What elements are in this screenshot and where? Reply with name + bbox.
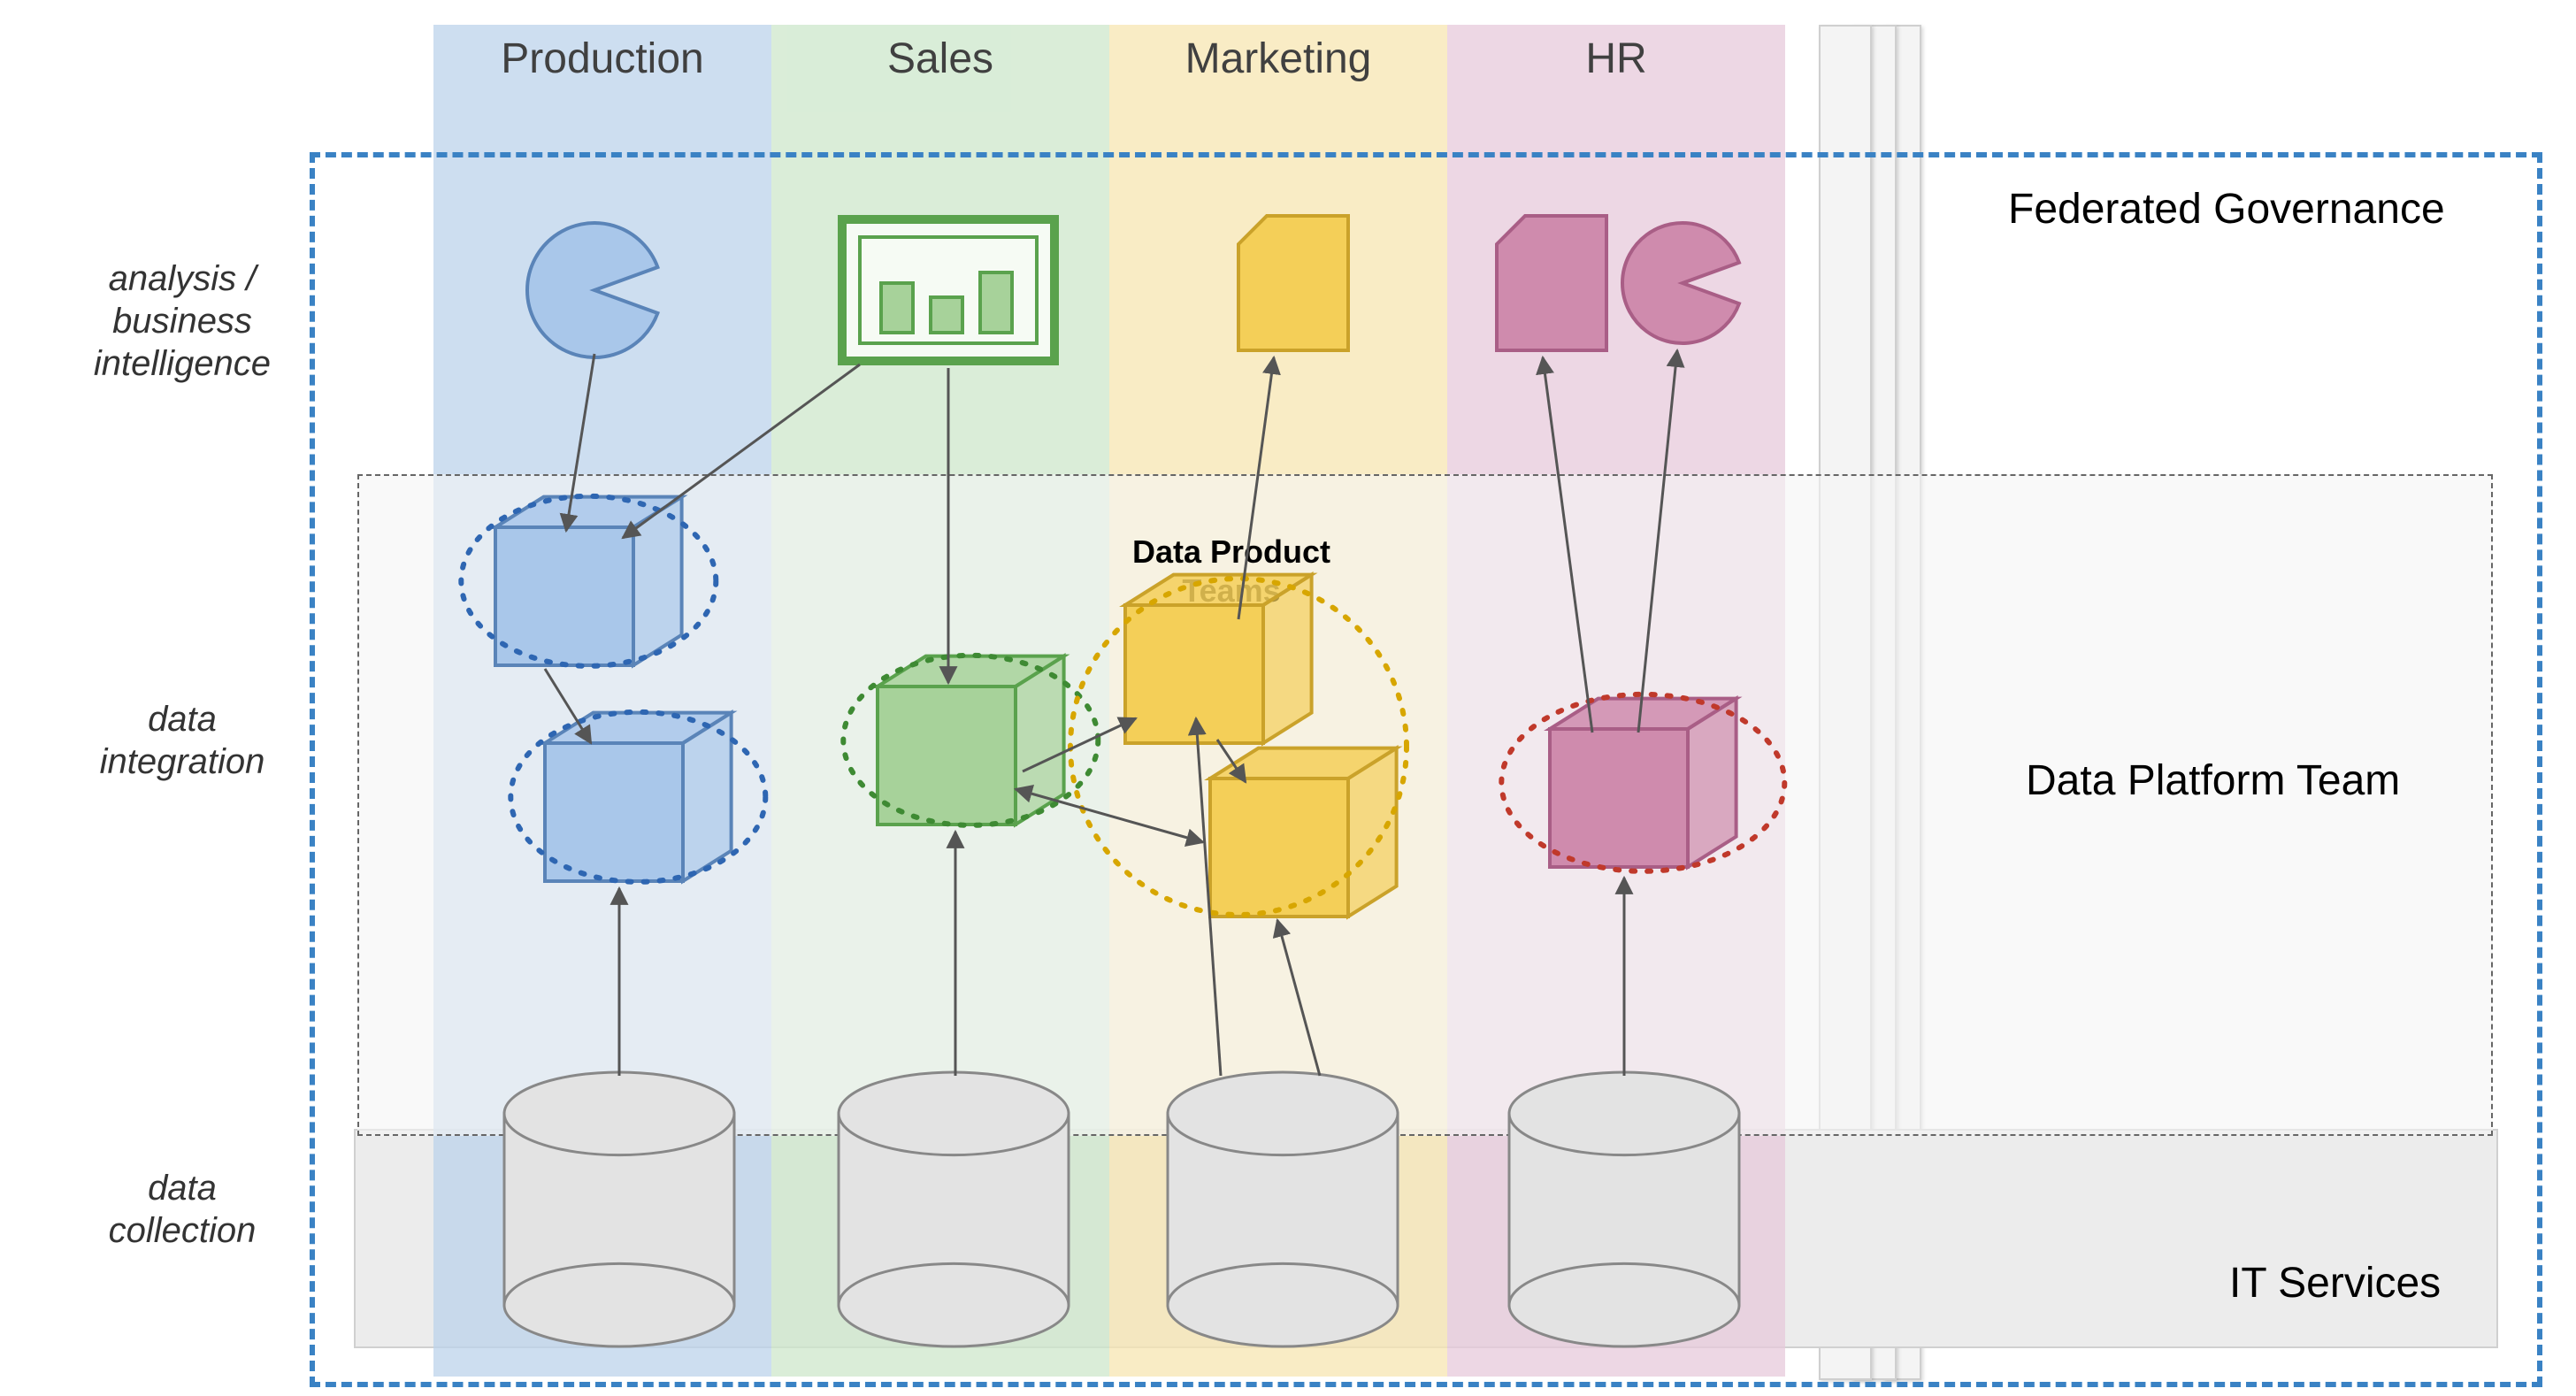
- column-header-production: Production: [433, 25, 771, 85]
- column-header-sales: Sales: [771, 25, 1109, 85]
- label-it-services: IT Services: [2229, 1260, 2441, 1309]
- row-label-di: dataintegration: [32, 699, 333, 796]
- label-data-product-teams: Data ProductTeams: [1132, 534, 1330, 610]
- row-label-abi: analysis /businessintelligence: [32, 258, 333, 382]
- row-label-dc: datacollection: [32, 1168, 333, 1265]
- column-header-marketing: Marketing: [1109, 25, 1447, 85]
- column-header-hr: HR: [1447, 25, 1785, 85]
- label-data-platform-team: Data Platform Team: [2026, 757, 2400, 807]
- label-federated-governance: Federated Governance: [2008, 186, 2445, 235]
